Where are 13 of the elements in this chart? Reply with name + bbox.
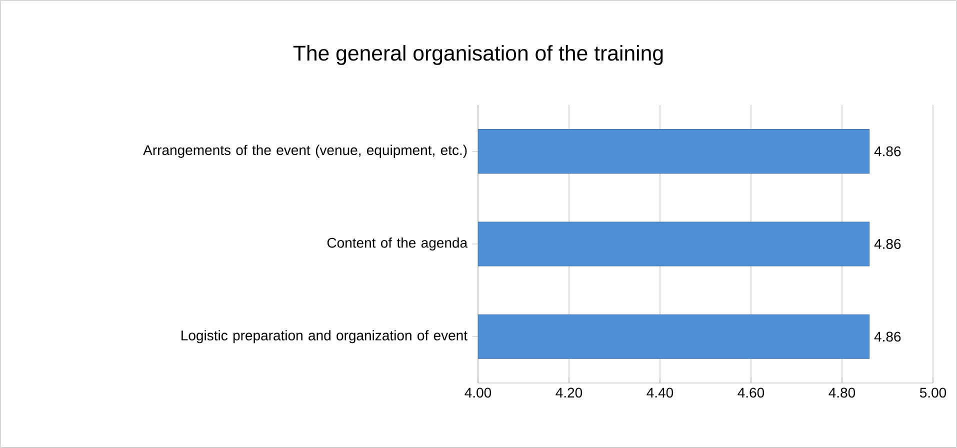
data-label: 4.86 — [874, 332, 901, 342]
x-tick-label: 5.00 — [920, 388, 946, 398]
x-tick-label: 4.40 — [646, 388, 674, 398]
y-tick-label: Logistic preparation and organization of event — [182, 330, 468, 344]
x-tick-label: 4.80 — [828, 388, 856, 398]
y-tick-label: Arrangements of the event (venue, equipment, etc.) — [143, 144, 467, 158]
x-tick-label: 4.60 — [738, 388, 764, 398]
x-tick-label: 4.20 — [556, 388, 582, 398]
x-tick-label: 4.00 — [464, 388, 492, 398]
data-label: 4.86 — [874, 146, 901, 156]
chart-title: The general organisation of the training — [293, 45, 663, 65]
y-tick-label: Content of the agenda — [327, 237, 468, 251]
data-label: 4.86 — [874, 239, 901, 249]
